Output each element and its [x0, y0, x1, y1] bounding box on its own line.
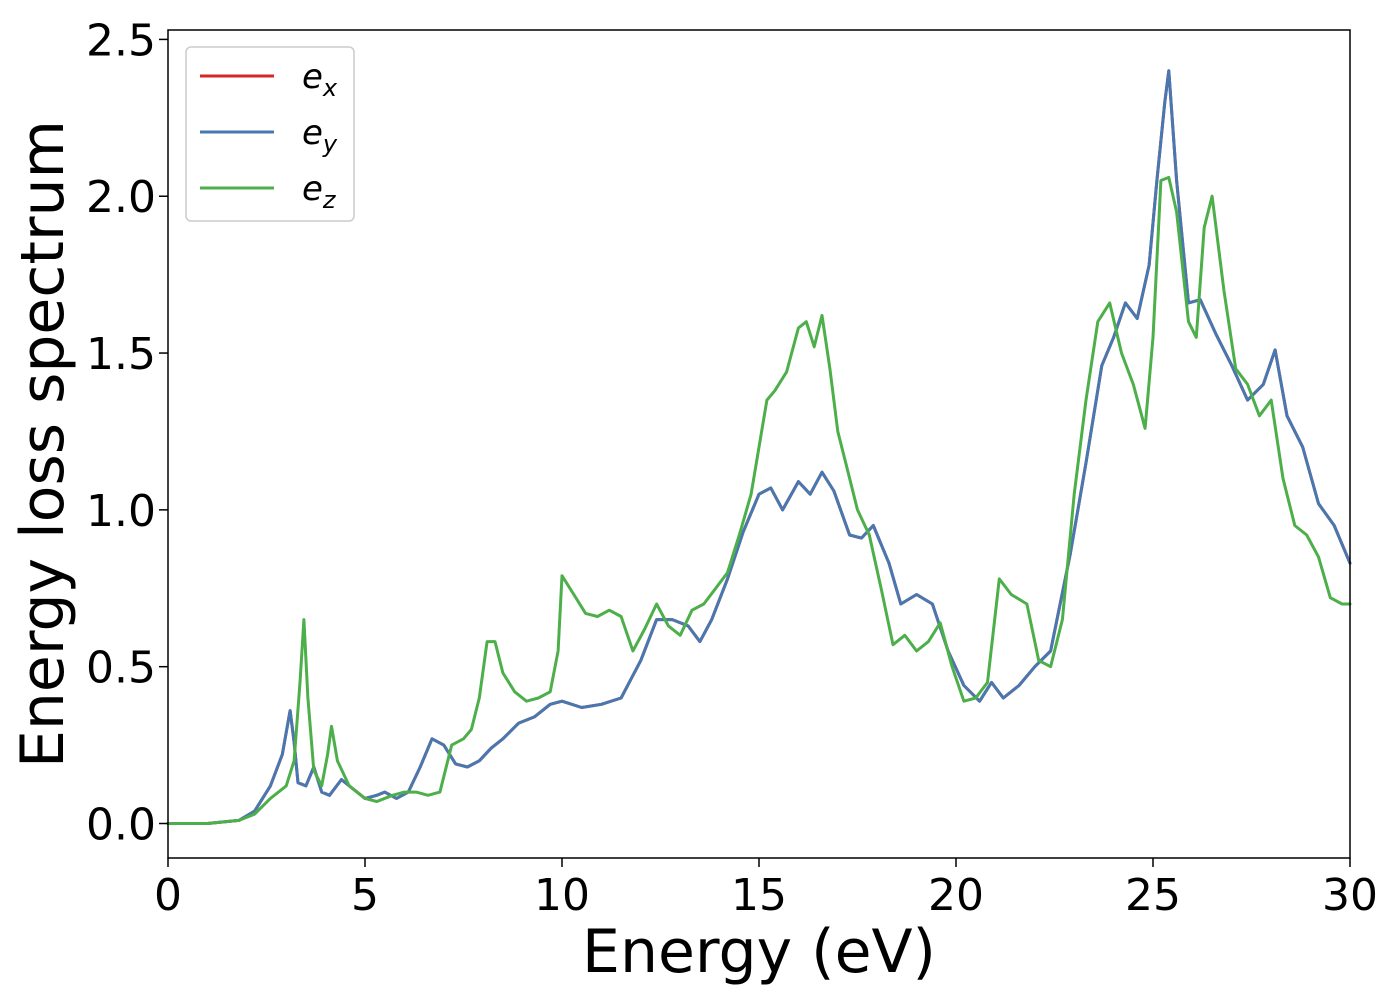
legend: ex ey ez [185, 46, 355, 222]
y-tick-label: 0.5 [86, 643, 156, 694]
x-tick-label: 15 [731, 870, 787, 921]
x-axis-label: Energy (eV) [582, 917, 936, 987]
x-tick-label: 0 [154, 870, 182, 921]
legend-label-ex: ex [302, 57, 338, 102]
y-tick-label: 2.5 [86, 15, 156, 66]
series-layer [166, 69, 1352, 825]
x-tick-label: 20 [928, 870, 984, 921]
x-tick-label: 30 [1322, 870, 1378, 921]
legend-label-ey: ey [302, 113, 338, 158]
x-tick-label: 25 [1125, 870, 1181, 921]
y-tick-label: 2.0 [86, 172, 156, 223]
y-tick-label: 0.0 [86, 800, 156, 851]
legend-frame [185, 46, 355, 222]
x-tick-label: 5 [351, 870, 379, 921]
series-line-ez [166, 175, 1352, 825]
legend-label-ez: ez [302, 169, 337, 214]
x-axis: 0 5 10 15 20 25 30 [154, 858, 1378, 921]
y-tick-label: 1.0 [86, 486, 156, 537]
x-tick-label: 10 [534, 870, 590, 921]
y-tick-label: 1.5 [86, 329, 156, 380]
y-axis-label: Energy loss spectrum [8, 120, 78, 768]
y-axis: 0.0 0.5 1.0 1.5 2.0 2.5 [86, 15, 168, 851]
